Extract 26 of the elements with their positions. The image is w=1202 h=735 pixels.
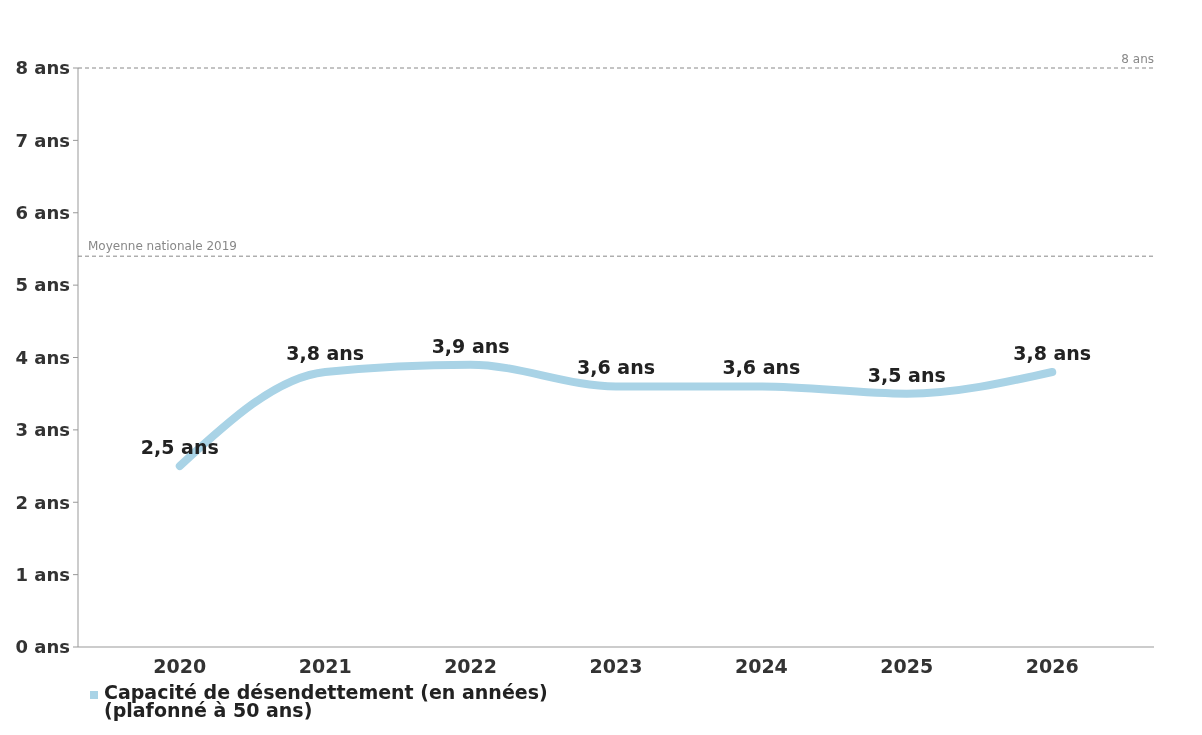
x-tick-label: 2021 — [298, 655, 352, 677]
x-tick-label: 2024 — [734, 655, 788, 677]
data-label: 3,9 ans — [431, 334, 510, 357]
data-label: 3,6 ans — [577, 356, 655, 379]
y-tick-label: 4 ans — [15, 346, 70, 368]
data-label: 2,5 ans — [140, 436, 219, 459]
ref-line-label: 8 ans — [1121, 52, 1154, 66]
x-tick-label: 2026 — [1025, 655, 1079, 677]
legend-label: Capacité de désendettement (en années) (plafonné à 50 ans) — [104, 681, 548, 721]
data-label: 3,8 ans — [286, 341, 365, 364]
y-tick-label: 0 ans — [15, 636, 70, 658]
y-tick-label: 8 ans — [15, 57, 70, 79]
x-tick-label: 2023 — [589, 655, 643, 677]
data-label: 3,8 ans — [1013, 341, 1092, 364]
x-tick-label: 2022 — [444, 655, 498, 677]
data-label: 3,6 ans — [722, 356, 801, 379]
ref-line-label: Moyenne nationale 2019 — [88, 239, 237, 254]
y-tick-label: 5 ans — [15, 274, 70, 296]
x-tick-label: 2020 — [153, 655, 207, 677]
y-tick-label: 1 ans — [15, 563, 70, 585]
y-tick-label: 6 ans — [15, 202, 70, 224]
y-tick-label: 3 ans — [15, 419, 70, 441]
data-label: 3,5 ans — [867, 363, 946, 386]
x-tick-label: 2025 — [880, 655, 934, 677]
y-tick-label: 2 ans — [15, 491, 70, 513]
y-tick-label: 7 ans — [15, 129, 70, 151]
